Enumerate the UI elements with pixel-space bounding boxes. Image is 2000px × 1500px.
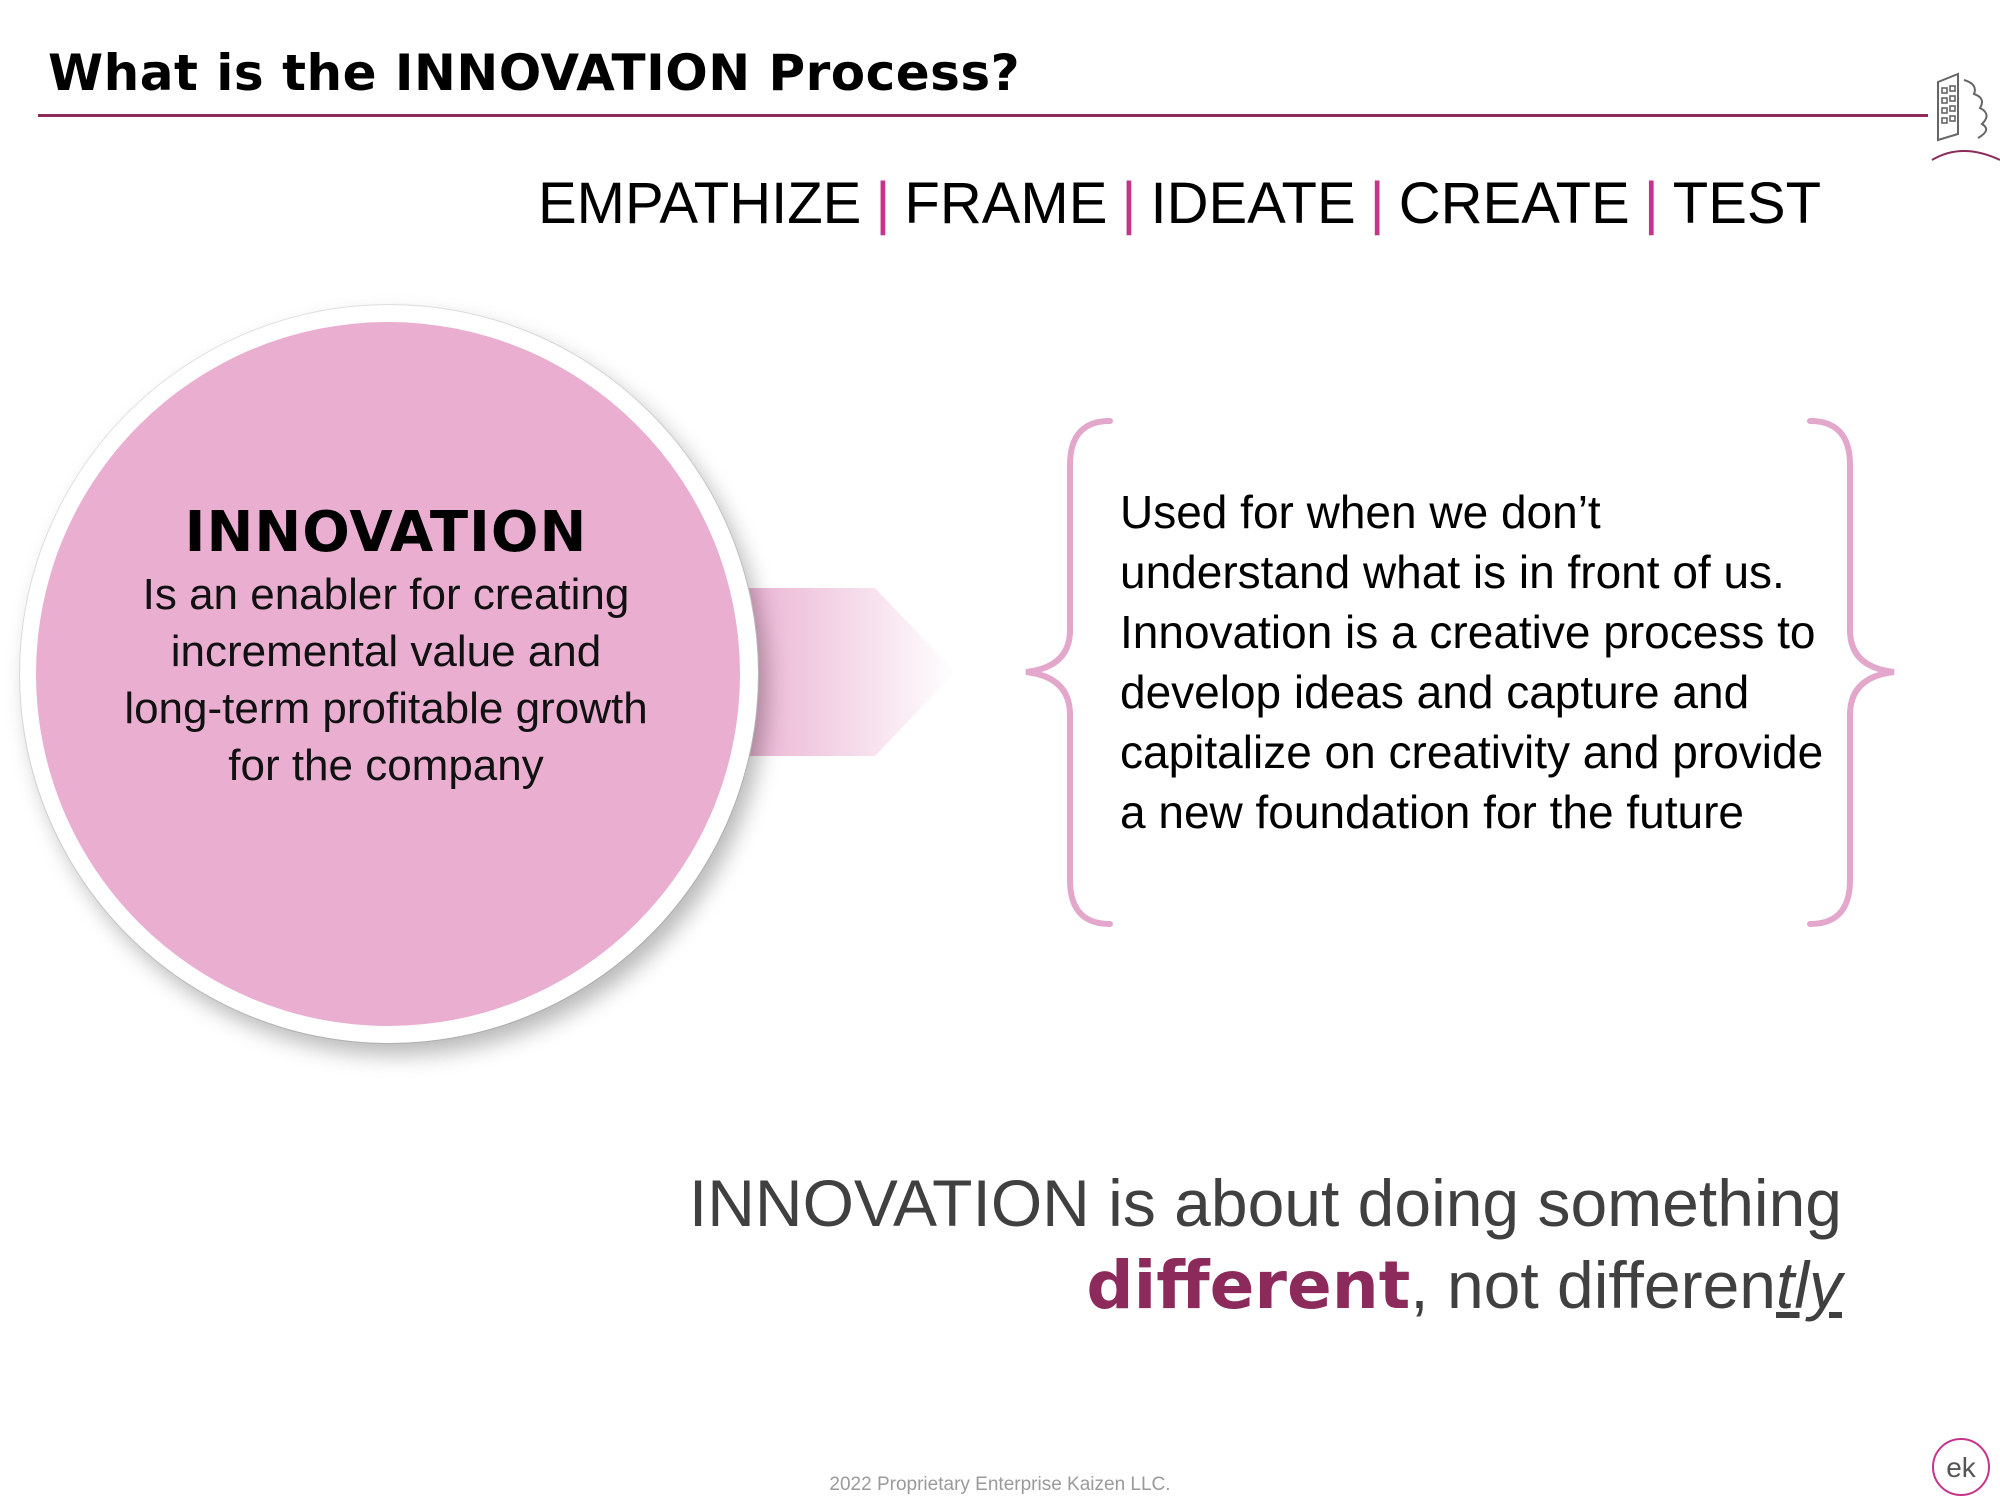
step-create: CREATE: [1398, 171, 1630, 236]
tagline-line1: INNOVATION is about doing something: [688, 1166, 1842, 1240]
tagline: INNOVATION is about doing something diff…: [689, 1162, 1842, 1327]
step-ideate: IDEATE: [1150, 171, 1356, 236]
step-test: TEST: [1672, 171, 1821, 236]
innovation-circle: [36, 322, 740, 1026]
building-icon: [1931, 72, 2000, 161]
curly-braces-icon: [1025, 418, 1895, 927]
circle-content: INNOVATION Is an enabler for creating in…: [116, 500, 656, 794]
step-separator: |: [1369, 171, 1385, 236]
copyright-footer: 2022 Proprietary Enterprise Kaizen LLC.: [829, 1474, 1171, 1495]
innovation-description: Used for when we don’t understand what i…: [1120, 486, 1824, 838]
step-separator: |: [1643, 171, 1659, 236]
tagline-line2: different, not differently: [689, 1244, 1842, 1327]
step-frame: FRAME: [904, 171, 1108, 236]
ek-logo-text: ek: [1946, 1452, 1977, 1483]
arrow-right-icon: [730, 588, 955, 756]
title-divider: [38, 114, 1928, 117]
ek-logo-icon: ek: [1932, 1438, 1990, 1496]
circle-heading: INNOVATION: [184, 500, 588, 565]
step-separator: |: [875, 171, 891, 236]
step-empathize: EMPATHIZE: [538, 171, 862, 236]
step-separator: |: [1121, 171, 1137, 236]
tagline-emphasis: different: [1086, 1247, 1411, 1324]
tagline-suffix: tly: [1776, 1248, 1842, 1322]
circle-body: Is an enabler for creating incremental v…: [124, 570, 648, 790]
process-steps: EMPATHIZE | FRAME | IDEATE | CREATE | TEST: [538, 170, 1821, 237]
slide-title: What is the INNOVATION Process?: [48, 44, 1021, 102]
tagline-middle: , not differen: [1410, 1248, 1776, 1322]
